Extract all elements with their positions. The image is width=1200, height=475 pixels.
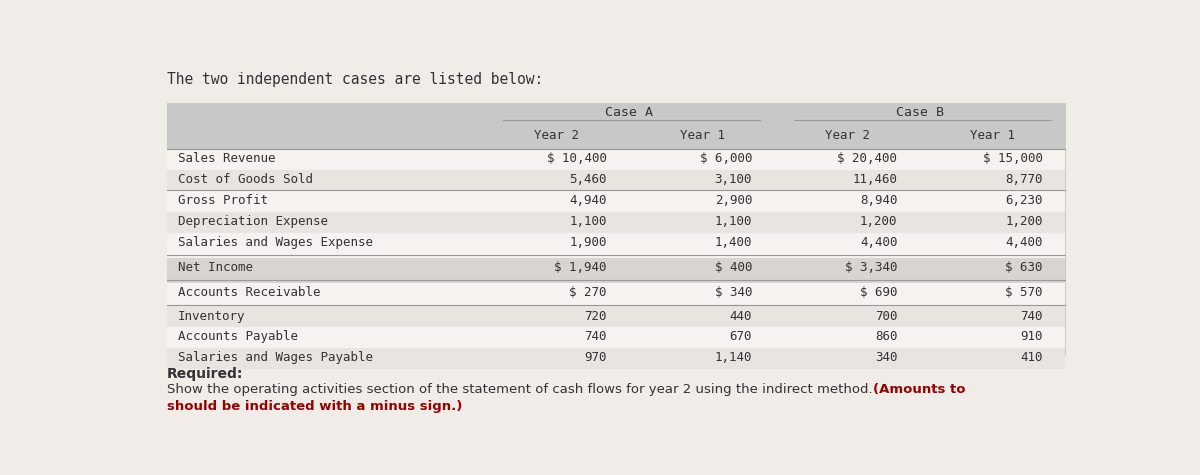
- Text: Show the operating activities section of the statement of cash flows for year 2 : Show the operating activities section of…: [167, 383, 877, 397]
- Text: $ 270: $ 270: [569, 286, 607, 299]
- Text: $ 6,000: $ 6,000: [700, 152, 752, 165]
- Text: 3,100: 3,100: [715, 173, 752, 186]
- Bar: [484, 191, 1066, 212]
- Text: Year 1: Year 1: [971, 129, 1015, 142]
- Text: 1,140: 1,140: [715, 351, 752, 364]
- Text: Accounts Payable: Accounts Payable: [178, 330, 298, 343]
- Text: (Amounts to: (Amounts to: [872, 383, 966, 397]
- Text: $ 1,940: $ 1,940: [554, 261, 607, 274]
- Text: 2,900: 2,900: [715, 194, 752, 207]
- Text: The two independent cases are listed below:: The two independent cases are listed bel…: [167, 72, 544, 87]
- Bar: [167, 348, 484, 369]
- Text: Gross Profit: Gross Profit: [178, 194, 268, 207]
- Text: 670: 670: [730, 330, 752, 343]
- Bar: [484, 170, 1066, 191]
- Bar: [167, 327, 484, 348]
- Text: 1,400: 1,400: [715, 236, 752, 248]
- Text: $ 630: $ 630: [1006, 261, 1043, 274]
- Bar: [167, 170, 484, 191]
- Text: 700: 700: [875, 310, 898, 323]
- Text: 340: 340: [875, 351, 898, 364]
- Bar: [484, 233, 1066, 258]
- Bar: [484, 306, 1066, 327]
- Text: 4,400: 4,400: [860, 236, 898, 248]
- Text: Net Income: Net Income: [178, 261, 253, 274]
- Text: Case B: Case B: [896, 106, 944, 119]
- Bar: [167, 258, 484, 284]
- Text: 1,100: 1,100: [569, 215, 607, 228]
- Text: 4,940: 4,940: [569, 194, 607, 207]
- Text: 6,230: 6,230: [1006, 194, 1043, 207]
- Bar: [167, 103, 1066, 355]
- Text: Year 2: Year 2: [534, 129, 580, 142]
- Text: $ 690: $ 690: [860, 286, 898, 299]
- Bar: [484, 258, 1066, 284]
- Text: $ 15,000: $ 15,000: [983, 152, 1043, 165]
- Text: Salaries and Wages Expense: Salaries and Wages Expense: [178, 236, 373, 248]
- Text: Depreciation Expense: Depreciation Expense: [178, 215, 328, 228]
- Text: Salaries and Wages Payable: Salaries and Wages Payable: [178, 351, 373, 364]
- Bar: [167, 150, 484, 170]
- Bar: [167, 306, 484, 327]
- Bar: [167, 233, 484, 258]
- Text: Inventory: Inventory: [178, 310, 245, 323]
- Bar: [484, 150, 1066, 170]
- Text: Required:: Required:: [167, 367, 244, 380]
- Text: should be indicated with a minus sign.): should be indicated with a minus sign.): [167, 400, 462, 413]
- Text: $ 10,400: $ 10,400: [547, 152, 607, 165]
- Text: 740: 740: [584, 330, 607, 343]
- Text: 4,400: 4,400: [1006, 236, 1043, 248]
- Bar: [167, 103, 1066, 150]
- Text: $ 570: $ 570: [1006, 286, 1043, 299]
- Text: Sales Revenue: Sales Revenue: [178, 152, 275, 165]
- Text: 1,200: 1,200: [860, 215, 898, 228]
- Text: 860: 860: [875, 330, 898, 343]
- Text: $ 400: $ 400: [715, 261, 752, 274]
- Text: 1,200: 1,200: [1006, 215, 1043, 228]
- Text: 910: 910: [1020, 330, 1043, 343]
- Bar: [484, 327, 1066, 348]
- Text: 970: 970: [584, 351, 607, 364]
- Text: Cost of Goods Sold: Cost of Goods Sold: [178, 173, 313, 186]
- Bar: [167, 191, 484, 212]
- Text: $ 20,400: $ 20,400: [838, 152, 898, 165]
- Text: 8,770: 8,770: [1006, 173, 1043, 186]
- Text: 8,940: 8,940: [860, 194, 898, 207]
- Text: 440: 440: [730, 310, 752, 323]
- Bar: [167, 284, 484, 306]
- Bar: [484, 284, 1066, 306]
- Text: Year 1: Year 1: [679, 129, 725, 142]
- Bar: [167, 212, 484, 233]
- Bar: [484, 212, 1066, 233]
- Text: Accounts Receivable: Accounts Receivable: [178, 286, 320, 299]
- Text: Year 2: Year 2: [824, 129, 870, 142]
- Text: $ 3,340: $ 3,340: [845, 261, 898, 274]
- Text: Case A: Case A: [606, 106, 654, 119]
- Text: 740: 740: [1020, 310, 1043, 323]
- Text: 11,460: 11,460: [852, 173, 898, 186]
- Bar: [484, 348, 1066, 369]
- Text: 720: 720: [584, 310, 607, 323]
- Text: 1,900: 1,900: [569, 236, 607, 248]
- Text: 1,100: 1,100: [715, 215, 752, 228]
- Text: 410: 410: [1020, 351, 1043, 364]
- Text: 5,460: 5,460: [569, 173, 607, 186]
- Text: $ 340: $ 340: [715, 286, 752, 299]
